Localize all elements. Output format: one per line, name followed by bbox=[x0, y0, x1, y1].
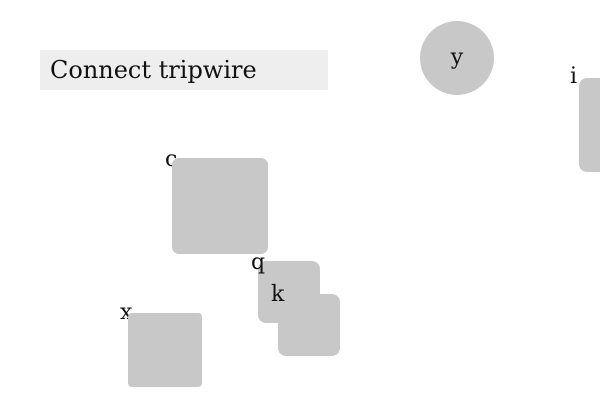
object-x-square[interactable] bbox=[128, 313, 202, 387]
object-c-square[interactable] bbox=[172, 158, 268, 254]
instruction-text: Connect tripwire bbox=[50, 56, 257, 84]
object-y-circle[interactable]: y bbox=[420, 21, 494, 95]
object-k-label: k bbox=[271, 282, 285, 307]
object-i-label: i bbox=[570, 64, 578, 89]
object-k-square[interactable] bbox=[278, 294, 340, 356]
instruction-banner: Connect tripwire bbox=[40, 50, 328, 90]
object-y-label: y bbox=[450, 45, 464, 70]
object-q-label: q bbox=[251, 250, 266, 275]
object-i-square[interactable] bbox=[579, 78, 600, 172]
